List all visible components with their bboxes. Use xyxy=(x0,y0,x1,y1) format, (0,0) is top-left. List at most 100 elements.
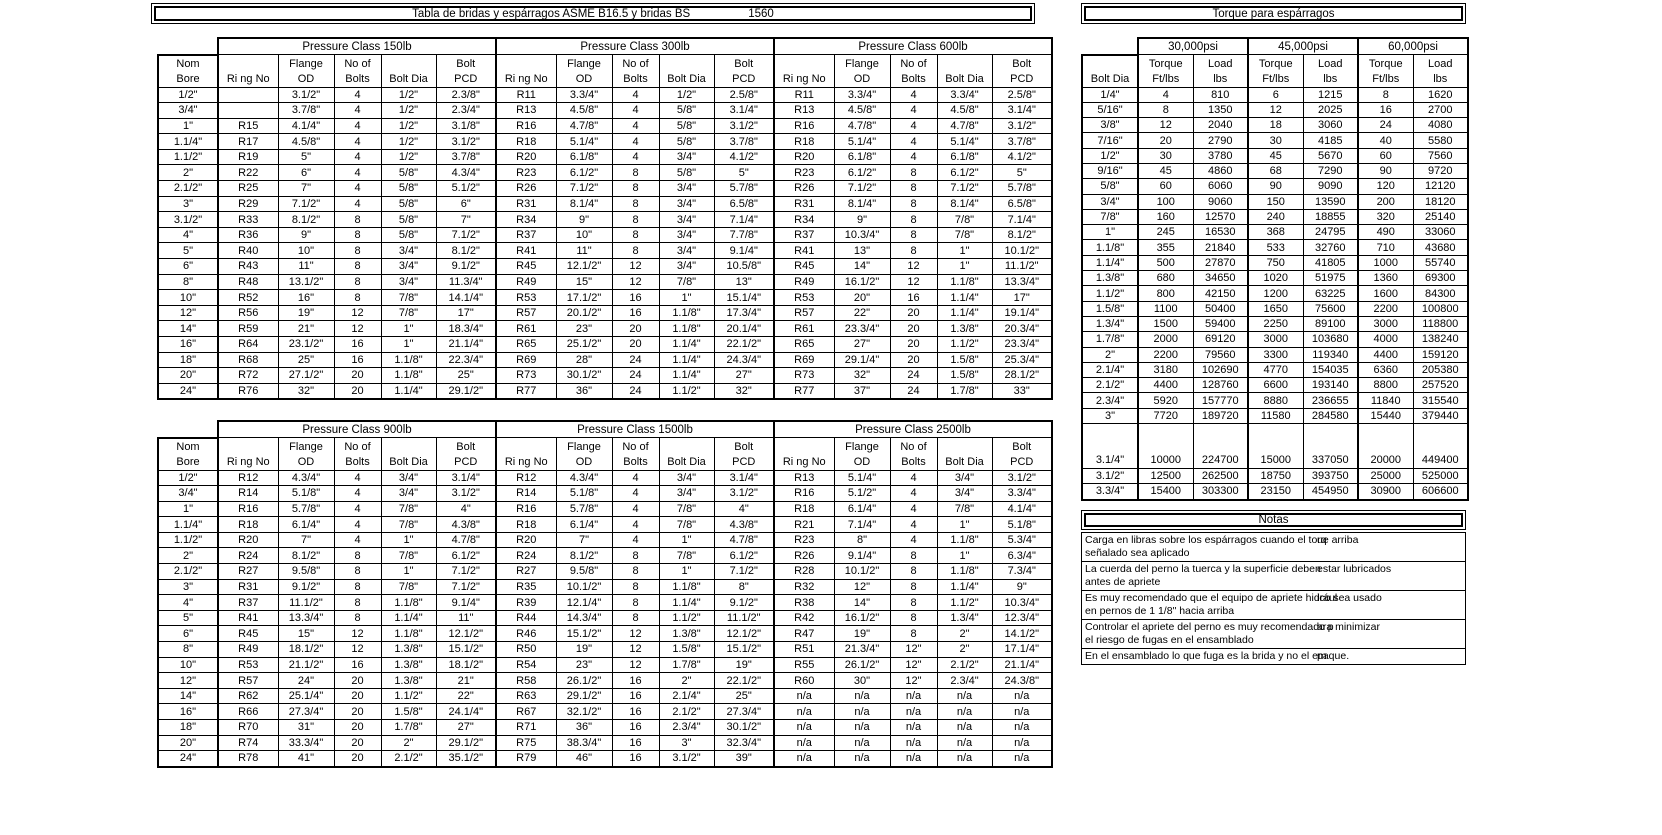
no-of-bolts-cell: 12" xyxy=(889,656,938,674)
flange-od-cell: 15" xyxy=(277,625,335,643)
column-header-flange-od: Flange OD xyxy=(555,437,613,471)
no-of-bolts-cell: 16 xyxy=(611,687,660,705)
bolt-dia-cell: n/a xyxy=(936,687,993,705)
column-header-bolt-pcd: Bolt PCD xyxy=(435,437,497,471)
bolt-pcd-cell: 6.1/2" xyxy=(435,547,497,565)
ring-no-cell: R20 xyxy=(495,531,557,549)
no-of-bolts-cell: 8 xyxy=(611,195,660,213)
nom-bore-cell: 5" xyxy=(157,609,219,627)
load-value-cell: 12570 xyxy=(1192,208,1249,226)
bolt-pcd-cell: 9" xyxy=(991,578,1053,596)
no-of-bolts-cell: 8 xyxy=(333,242,382,260)
bolt-pcd-cell: 3.7/8" xyxy=(991,133,1053,150)
bolt-pcd-cell: 24.3/8" xyxy=(991,672,1053,689)
ring-no-cell: R18 xyxy=(773,500,835,518)
ring-no-cell: R70 xyxy=(217,719,279,736)
ring-no-cell: R67 xyxy=(495,703,557,720)
column-header-ring-no: Ri ng No xyxy=(217,54,279,88)
no-of-bolts-cell: 4 xyxy=(333,531,382,549)
bolt-dia-cell: 4.7/8" xyxy=(936,117,993,135)
bolt-dia-cell: 3/4" xyxy=(936,485,993,502)
torque-value-cell: 18 xyxy=(1247,117,1304,134)
flange-od-cell: 5.1/4" xyxy=(555,133,613,150)
flange-od-cell: 6.1/2" xyxy=(555,164,613,182)
load-value-cell: 7560 xyxy=(1412,147,1469,164)
load-value-cell: 393750 xyxy=(1302,468,1359,485)
torque-table-title: Torque para espárragos xyxy=(1212,7,1335,20)
no-of-bolts-cell: 12 xyxy=(889,273,938,291)
ring-no-cell: R26 xyxy=(773,547,835,565)
bolt-pcd-cell: 4.1/2" xyxy=(713,148,775,166)
load-value-cell: 12120 xyxy=(1412,178,1469,195)
flange-od-cell: 5.1/8" xyxy=(277,485,335,502)
flange-od-cell: 23.3/4" xyxy=(833,320,891,337)
ring-no-cell: R59 xyxy=(217,320,279,337)
no-of-bolts-cell: 8 xyxy=(611,211,660,228)
bolt-pcd-cell: 11.3/4" xyxy=(435,273,497,291)
no-of-bolts-cell: 8 xyxy=(611,578,660,596)
load-value-cell: 32760 xyxy=(1302,239,1359,256)
bolt-dia-cell: 1" xyxy=(380,531,437,549)
bolt-dia-cell: 5/8" xyxy=(658,102,715,119)
flange-od-cell: 4.5/8" xyxy=(277,133,335,150)
bolt-pcd-cell: 13" xyxy=(713,273,775,291)
bolt-pcd-cell: 2.3/4" xyxy=(435,102,497,119)
ring-no-cell: R50 xyxy=(495,641,557,658)
note-item: Controlar el apriete del perno es muy re… xyxy=(1081,620,1466,649)
bolt-dia-cell: 2" xyxy=(380,734,437,752)
flange-od-cell: 26.1/2" xyxy=(555,672,613,689)
torque-value-cell: 1650 xyxy=(1247,300,1304,317)
bolt-dia-cell: 3" xyxy=(658,734,715,752)
torque-value-cell: 45 xyxy=(1137,162,1194,180)
no-of-bolts-cell: 4 xyxy=(611,148,660,166)
ring-no-cell: R41 xyxy=(773,242,835,260)
no-of-bolts-cell: 8 xyxy=(889,594,938,611)
load-value-cell: 34650 xyxy=(1192,270,1249,287)
torque-value-cell: 2000 xyxy=(1137,331,1194,348)
flange-table-title-box: Tabla de bridas y espárragos ASME B16.5 … xyxy=(151,3,1035,24)
flange-od-cell: 13" xyxy=(833,242,891,260)
bolt-pcd-cell: 25.3/4" xyxy=(991,351,1053,369)
no-of-bolts-cell: n/a xyxy=(889,703,938,720)
bolt-dia-cell: 5/8" xyxy=(658,117,715,135)
no-of-bolts-cell: 20 xyxy=(333,687,382,705)
no-of-bolts-cell: 12 xyxy=(333,641,382,658)
flange-od-cell: 5.1/4" xyxy=(833,133,891,150)
ring-no-cell: R47 xyxy=(773,625,835,643)
bolt-dia-cell: 1/2" xyxy=(658,86,715,104)
no-of-bolts-cell: 16 xyxy=(611,703,660,720)
nom-bore-cell: 2.1/2" xyxy=(157,180,219,197)
no-of-bolts-cell: 4 xyxy=(333,500,382,518)
note-item: En el ensamblado lo que fuga es la brida… xyxy=(1081,649,1466,665)
bolt-dia-cell: 5/8" xyxy=(380,180,437,197)
bolt-dia-cell: 1.3/8" xyxy=(380,672,437,689)
bolt-pcd-cell: n/a xyxy=(991,703,1053,720)
flange-od-cell: 21.3/4" xyxy=(833,641,891,658)
no-of-bolts-cell: 8 xyxy=(611,242,660,260)
flange-od-cell: 5.1/4" xyxy=(833,469,891,487)
no-of-bolts-cell: 16 xyxy=(611,304,660,322)
nom-bore-cell: 16" xyxy=(157,703,219,720)
bolt-dia-cell: 1.1/2" xyxy=(936,336,993,353)
flange-od-cell: 13.1/2" xyxy=(277,273,335,291)
note-text-left: el riesgo de fugas en el ensamblado xyxy=(1085,634,1254,646)
bolt-pcd-cell: 32.3/4" xyxy=(713,734,775,752)
no-of-bolts-cell: 12 xyxy=(611,625,660,643)
bolt-pcd-cell: 2.5/8" xyxy=(991,86,1053,104)
bolt-pcd-cell: 3.3/4" xyxy=(991,485,1053,502)
torque-value-cell: 30 xyxy=(1247,132,1304,149)
bolt-dia-cell: 9/16" xyxy=(1081,162,1139,180)
bolt-pcd-cell: 30.1/2" xyxy=(713,719,775,736)
no-of-bolts-cell: 4 xyxy=(611,133,660,150)
column-header-nom-bore: Nom Bore xyxy=(157,53,219,88)
bolt-dia-cell: 1" xyxy=(936,242,993,260)
flange-od-cell: 8.1/2" xyxy=(277,547,335,565)
torque-value-cell: 680 xyxy=(1137,270,1194,287)
ring-no-cell: R62 xyxy=(217,687,279,705)
ring-no-cell: R63 xyxy=(495,687,557,705)
bolt-pcd-cell: 3.1/8" xyxy=(435,117,497,135)
nom-bore-cell: 10" xyxy=(157,656,219,674)
column-header-ring-no: Ri ng No xyxy=(773,437,835,471)
column-header-bolt-dia: Bolt Dia xyxy=(936,437,993,471)
torque-value-cell: 25000 xyxy=(1357,468,1414,485)
